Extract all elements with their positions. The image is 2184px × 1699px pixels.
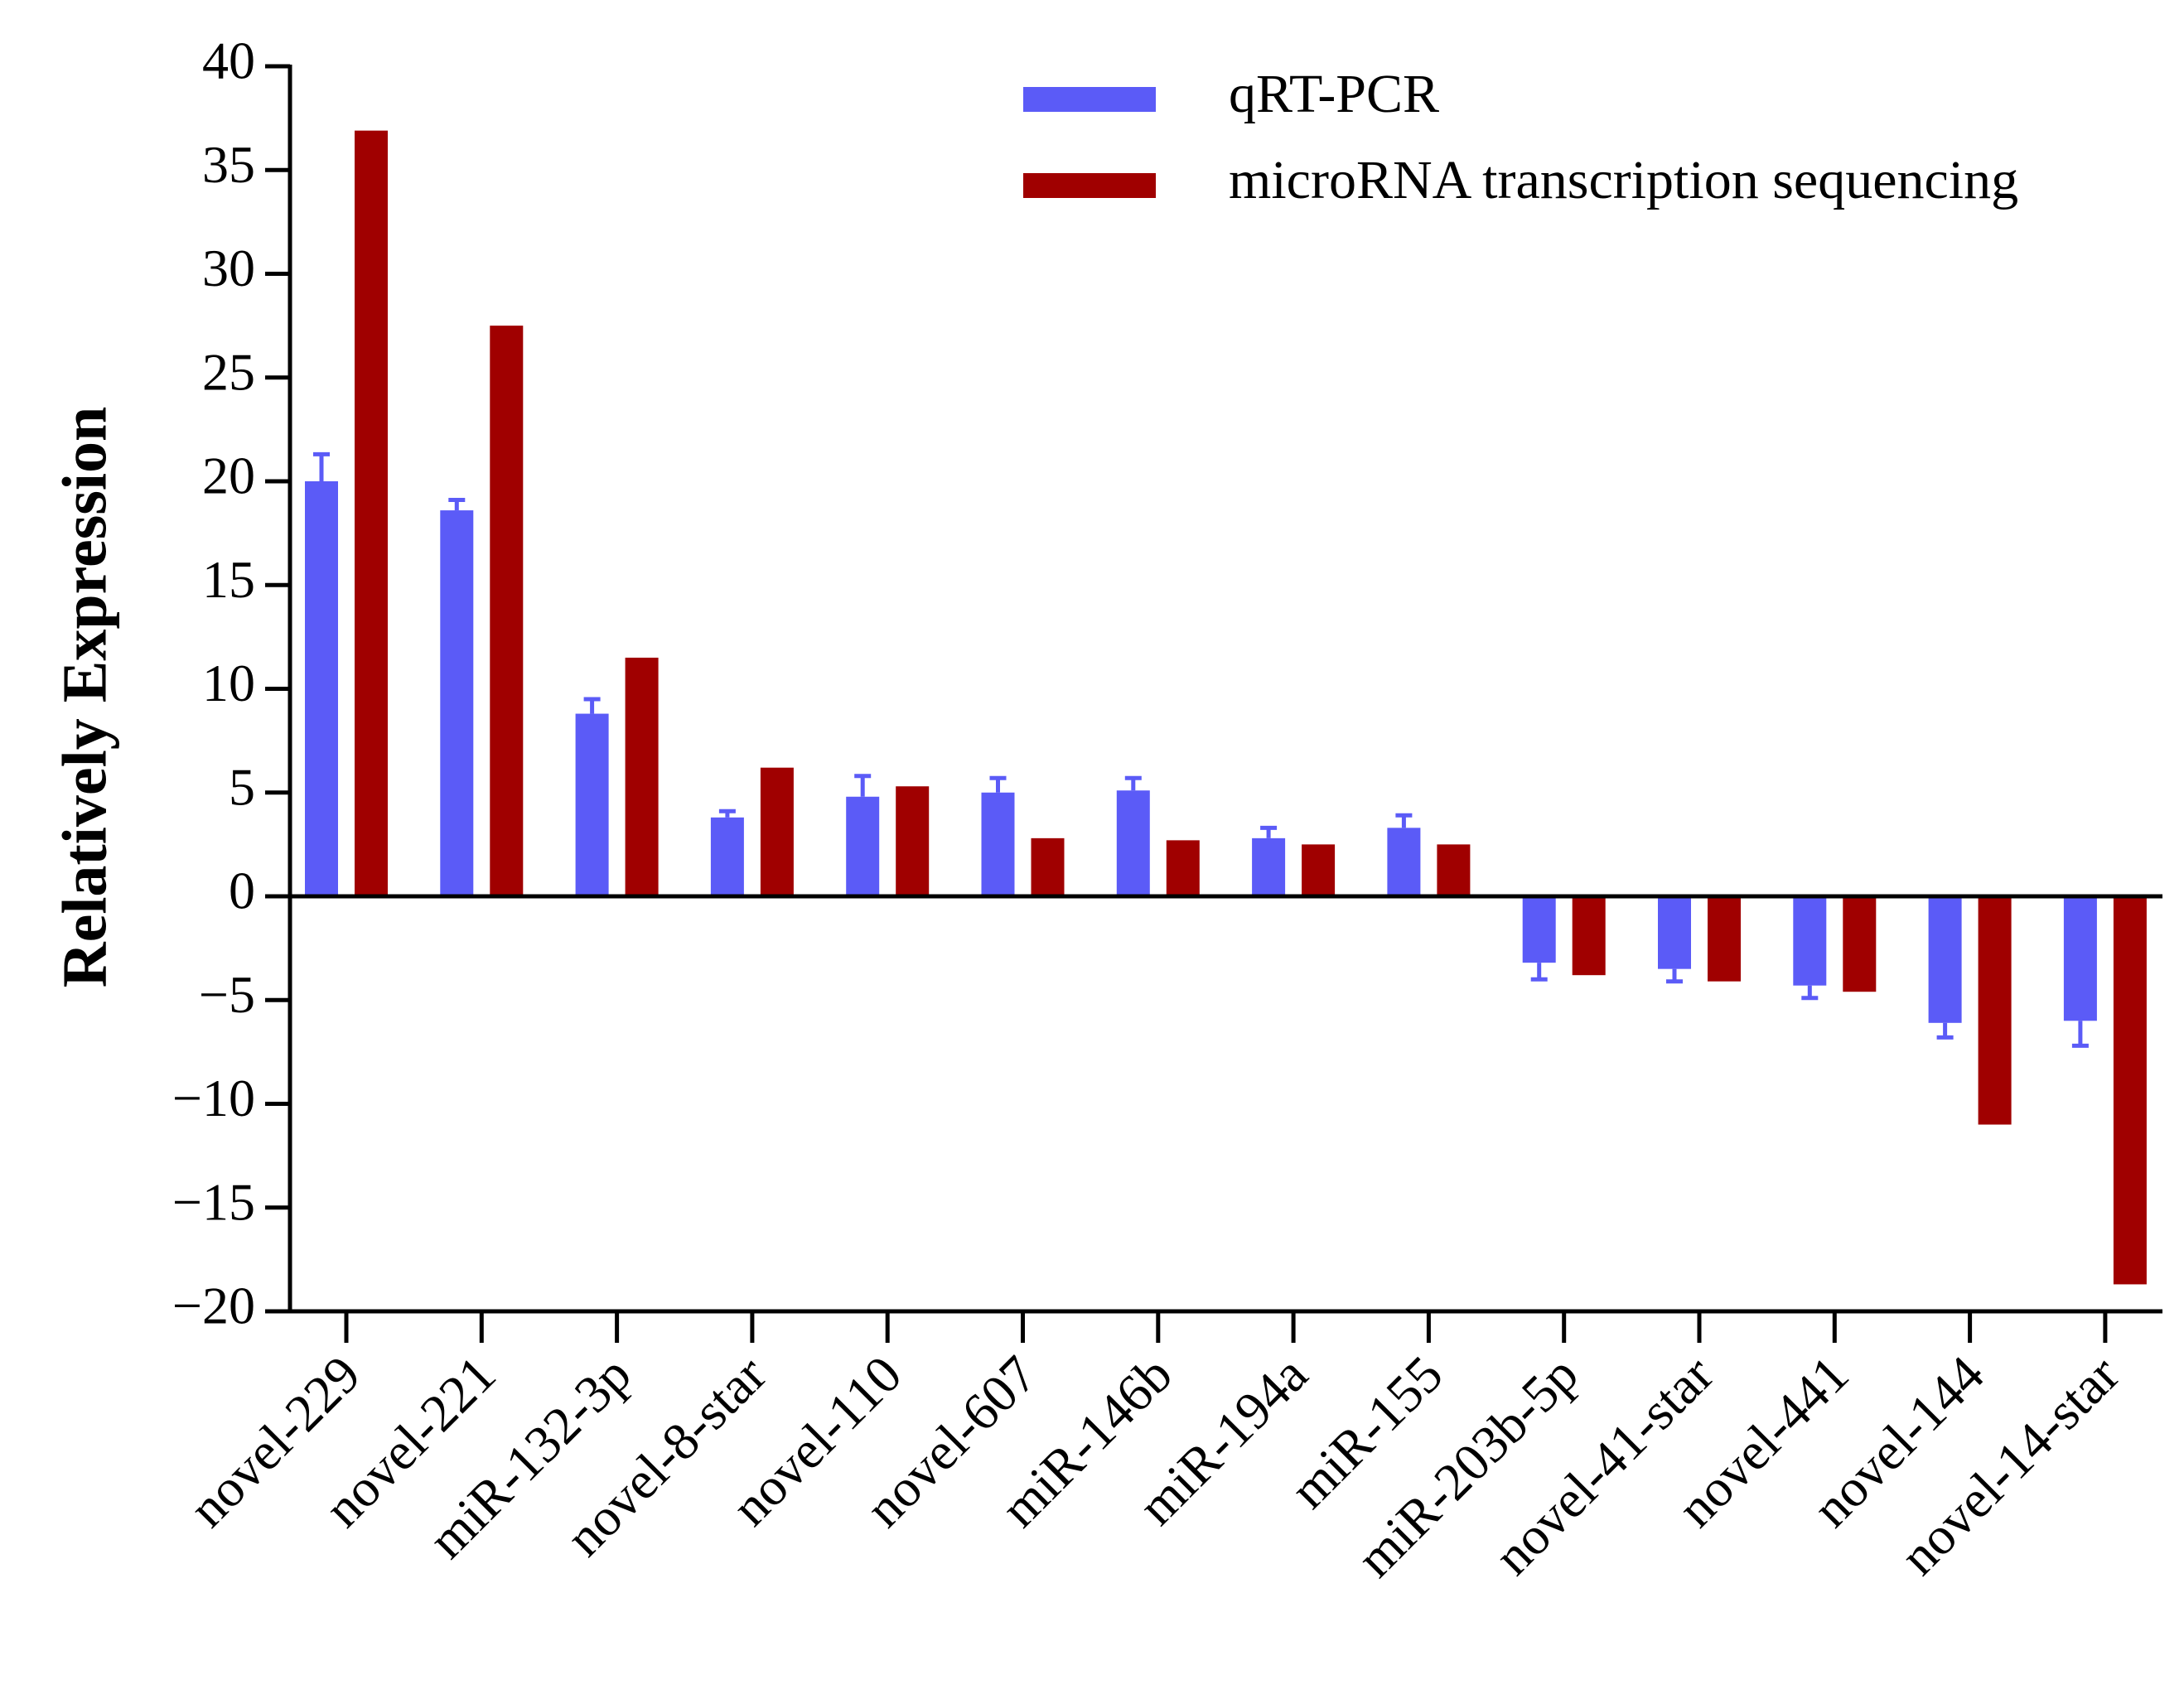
bar-sequencing-miR-146b (1166, 840, 1200, 896)
error-bar-miR-132-3p (583, 697, 601, 714)
bar-qrt-pcr-novel-41-star (1658, 896, 1691, 969)
bar-sequencing-novel-144 (1978, 896, 2012, 1125)
error-bar-miR-155 (1395, 813, 1413, 828)
y-tick-label-40: 40 (202, 31, 255, 90)
y-tick-label-30: 30 (202, 239, 255, 297)
error-bar-miR-203b-5p (1530, 963, 1548, 982)
bar-qrt-pcr-novel-144 (1928, 896, 1962, 1023)
bar-sequencing-novel-8-star (760, 767, 794, 896)
error-bar-novel-14-star (2071, 1021, 2089, 1048)
bar-sequencing-miR-155 (1437, 844, 1471, 896)
error-bar-novel-41-star (1666, 968, 1683, 984)
legend-label-sequencing: microRNA transcription sequencing (1229, 150, 2018, 210)
y-tick-label--20: −20 (172, 1277, 255, 1335)
y-tick-label-5: 5 (229, 757, 255, 816)
bar-qrt-pcr-novel-8-star (710, 817, 744, 896)
error-bar-novel-441 (1801, 985, 1819, 1001)
y-tick-label--15: −15 (172, 1172, 255, 1231)
bar-qrt-pcr-miR-194a (1252, 837, 1286, 896)
bar-sequencing-novel-14-star (2113, 896, 2147, 1285)
bar-sequencing-miR-132-3p (625, 657, 659, 896)
bar-qrt-pcr-novel-14-star (2063, 896, 2097, 1021)
bar-qrt-pcr-novel-441 (1793, 896, 1827, 986)
legend-swatch-sequencing (1023, 173, 1156, 198)
y-tick-label-25: 25 (202, 342, 255, 401)
bar-qrt-pcr-miR-203b-5p (1522, 896, 1556, 963)
legend-item-sequencing: microRNA transcription sequencing (1023, 150, 2018, 210)
error-bar-novel-229 (313, 451, 330, 481)
y-axis-title: Relatively Expression (50, 407, 119, 988)
bar-sequencing-novel-221 (490, 326, 524, 896)
error-bar-novel-221 (448, 498, 466, 511)
legend-swatch-qrt-pcr (1023, 87, 1156, 112)
bar-qrt-pcr-novel-229 (305, 481, 338, 896)
y-tick-label--5: −5 (199, 965, 255, 1024)
bars-layer (305, 130, 2147, 1285)
error-bar-miR-194a (1260, 825, 1278, 838)
bar-qrt-pcr-novel-607 (981, 792, 1015, 896)
bar-qrt-pcr-novel-221 (440, 510, 474, 896)
y-tick-label-10: 10 (202, 654, 255, 712)
bar-sequencing-miR-194a (1302, 844, 1336, 896)
error-bar-miR-146b (1124, 775, 1142, 791)
bar-qrt-pcr-miR-155 (1387, 828, 1421, 896)
bar-sequencing-novel-607 (1031, 837, 1065, 896)
error-bar-novel-144 (1936, 1022, 1954, 1040)
error-bar-novel-607 (989, 775, 1007, 793)
bar-qrt-pcr-novel-110 (846, 796, 880, 896)
y-tick-label-35: 35 (202, 135, 255, 194)
axes-layer (265, 64, 2162, 1343)
error-bars-layer (313, 451, 2089, 1048)
legend: qRT-PCR microRNA transcription sequencing (1023, 64, 2018, 210)
y-tick-label--10: −10 (172, 1069, 255, 1127)
bar-sequencing-novel-441 (1843, 896, 1877, 992)
bar-qrt-pcr-miR-146b (1116, 790, 1150, 896)
y-tick-label-15: 15 (202, 550, 255, 609)
bar-qrt-pcr-miR-132-3p (575, 713, 609, 896)
legend-item-qrt-pcr: qRT-PCR (1023, 64, 1439, 124)
bar-sequencing-novel-229 (355, 130, 388, 896)
bar-sequencing-novel-110 (896, 786, 930, 896)
bar-sequencing-novel-41-star (1708, 896, 1741, 982)
y-tick-label-20: 20 (202, 446, 255, 505)
error-bar-novel-8-star (718, 808, 736, 818)
legend-label-qrt-pcr: qRT-PCR (1229, 64, 1439, 124)
error-bar-novel-110 (854, 774, 872, 797)
bar-sequencing-miR-203b-5p (1572, 896, 1606, 976)
y-tick-label-0: 0 (229, 862, 255, 920)
